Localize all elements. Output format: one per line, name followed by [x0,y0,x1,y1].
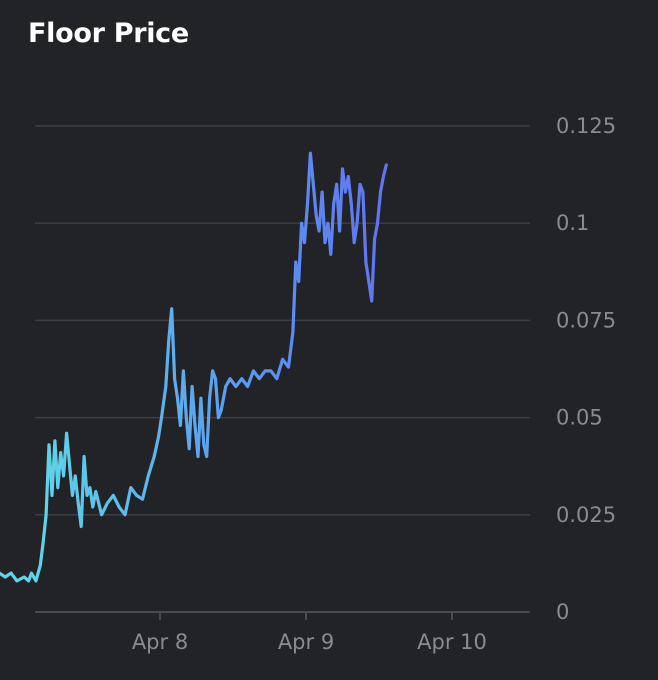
y-tick-label: 0.075 [556,308,616,332]
chart-title: Floor Price [28,18,189,49]
y-tick-label: 0.025 [556,503,616,527]
y-tick-label: 0.05 [556,406,603,430]
y-tick-label: 0 [556,600,569,624]
x-tick-label: Apr 8 [132,630,188,654]
x-tick-label: Apr 9 [278,630,334,654]
y-tick-label: 0.1 [556,211,589,235]
y-tick-label: 0.125 [556,114,616,138]
floor-price-line [0,151,388,583]
x-tick-label: Apr 10 [417,630,487,654]
